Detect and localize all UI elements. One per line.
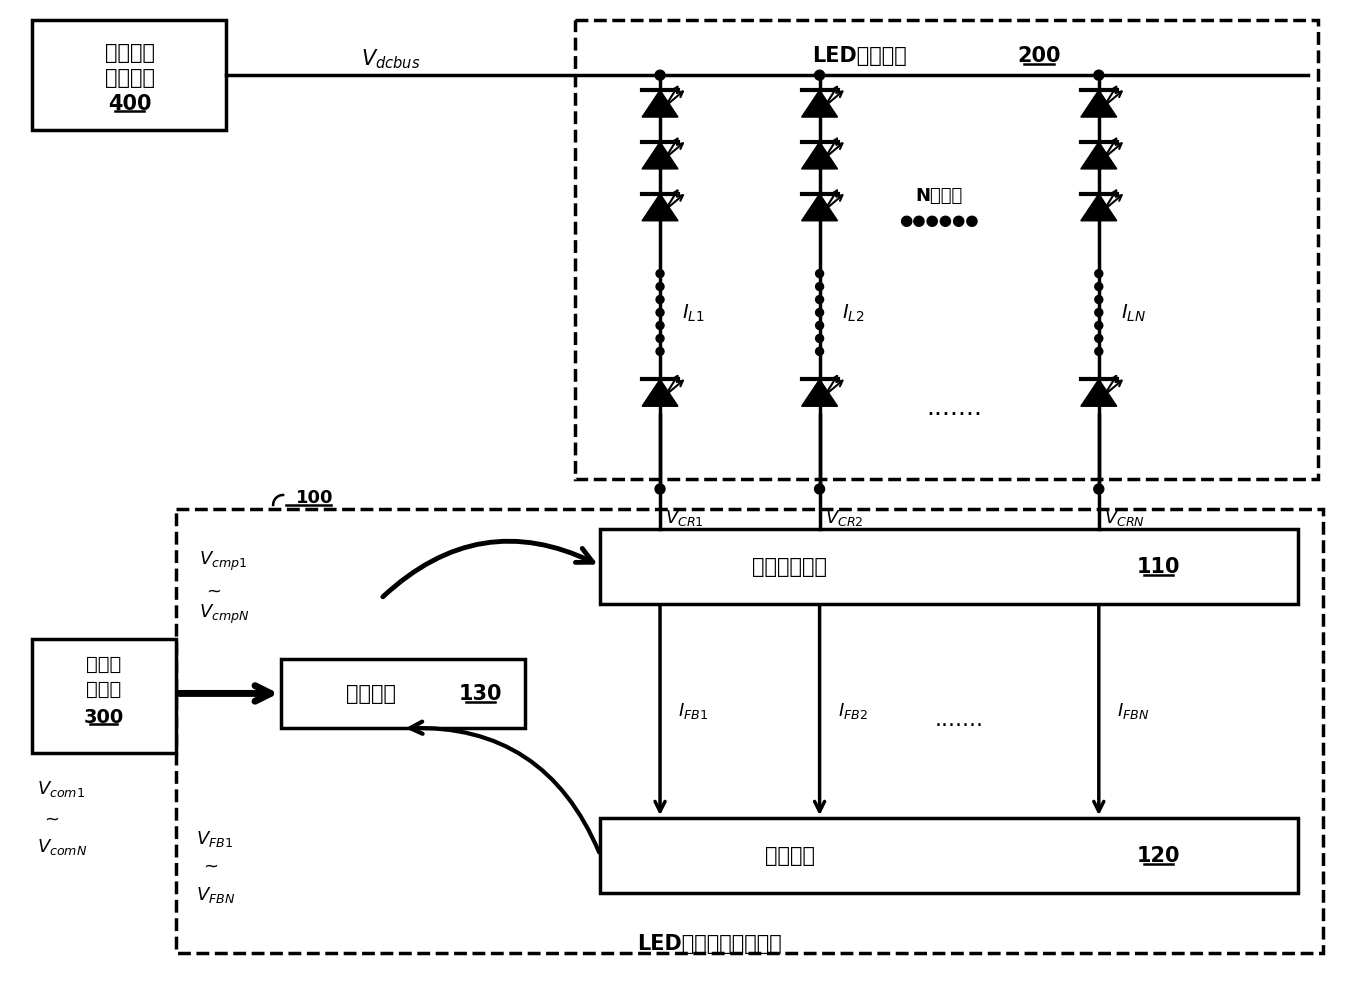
Text: $V_{cmp1}$: $V_{cmp1}$	[200, 549, 248, 573]
Text: N个通道: N个通道	[916, 186, 963, 205]
Polygon shape	[1081, 380, 1117, 407]
Circle shape	[815, 71, 824, 81]
Text: $I_{FBN}$: $I_{FBN}$	[1117, 701, 1149, 721]
Bar	[600, 818, 1298, 893]
Polygon shape	[1081, 91, 1117, 118]
Circle shape	[816, 296, 824, 305]
Bar	[575, 22, 1318, 479]
Text: LED阵列模块: LED阵列模块	[812, 46, 907, 66]
Polygon shape	[642, 143, 679, 170]
Circle shape	[816, 310, 824, 317]
Circle shape	[1095, 348, 1102, 356]
Text: ·······: ·······	[935, 716, 983, 736]
Polygon shape	[642, 380, 679, 407]
Text: 补偿单元: 补偿单元	[345, 683, 395, 704]
Bar	[600, 529, 1298, 604]
Text: 时序控: 时序控	[86, 655, 121, 673]
Polygon shape	[1081, 194, 1117, 222]
Text: ~: ~	[204, 857, 219, 875]
Text: $I_{FB1}$: $I_{FB1}$	[679, 701, 708, 721]
Text: 120: 120	[1137, 845, 1180, 865]
Text: $I_{L1}$: $I_{L1}$	[683, 303, 704, 323]
Circle shape	[656, 322, 664, 330]
Circle shape	[816, 283, 824, 291]
Circle shape	[656, 348, 664, 356]
Circle shape	[816, 348, 824, 356]
Circle shape	[1095, 310, 1102, 317]
Text: ~: ~	[206, 582, 221, 600]
Circle shape	[656, 484, 665, 495]
Text: 回授单元: 回授单元	[765, 845, 815, 865]
Circle shape	[1095, 296, 1102, 305]
Text: $V_{CR1}$: $V_{CR1}$	[665, 508, 704, 528]
Circle shape	[1094, 71, 1103, 81]
Polygon shape	[801, 380, 838, 407]
Circle shape	[1094, 484, 1103, 495]
Text: 400: 400	[108, 94, 151, 114]
Circle shape	[656, 296, 664, 305]
Circle shape	[1095, 322, 1102, 330]
Text: 130: 130	[459, 683, 502, 704]
Circle shape	[656, 310, 664, 317]
Text: ~: ~	[43, 810, 59, 827]
Circle shape	[656, 335, 664, 343]
Text: ·······: ·······	[927, 403, 982, 427]
Circle shape	[1095, 335, 1102, 343]
Text: $V_{FBN}$: $V_{FBN}$	[197, 884, 236, 904]
Text: $V_{com1}$: $V_{com1}$	[36, 778, 85, 799]
Polygon shape	[642, 91, 679, 118]
Polygon shape	[642, 194, 679, 222]
Bar	[32, 22, 227, 131]
Bar	[177, 510, 1323, 952]
Text: 电流调节单元: 电流调节单元	[753, 556, 827, 576]
Circle shape	[1095, 270, 1102, 278]
Text: $V_{CRN}$: $V_{CRN}$	[1103, 508, 1145, 528]
Text: 供应模块: 供应模块	[104, 68, 155, 88]
Circle shape	[656, 71, 665, 81]
Circle shape	[816, 322, 824, 330]
Circle shape	[656, 270, 664, 278]
Text: LED有源电流调节模块: LED有源电流调节模块	[638, 933, 782, 952]
Text: $V_{FB1}$: $V_{FB1}$	[197, 828, 233, 848]
Circle shape	[1095, 283, 1102, 291]
Text: $I_{FB2}$: $I_{FB2}$	[838, 701, 867, 721]
Polygon shape	[1081, 143, 1117, 170]
Polygon shape	[801, 143, 838, 170]
Text: 制模块: 制模块	[86, 679, 121, 698]
Text: $I_{L2}$: $I_{L2}$	[842, 303, 865, 323]
Circle shape	[816, 335, 824, 343]
Text: 300: 300	[84, 707, 124, 726]
Text: 110: 110	[1137, 556, 1180, 576]
Polygon shape	[801, 194, 838, 222]
Text: $V_{cmpN}$: $V_{cmpN}$	[200, 602, 250, 626]
Circle shape	[815, 484, 824, 495]
Text: $V_{CR2}$: $V_{CR2}$	[824, 508, 863, 528]
Text: ●●●●●●: ●●●●●●	[900, 213, 979, 228]
Circle shape	[816, 270, 824, 278]
Bar	[281, 659, 525, 729]
Bar	[32, 639, 177, 753]
Text: $V_{dcbus}$: $V_{dcbus}$	[362, 47, 421, 71]
Text: 100: 100	[295, 488, 333, 507]
Text: $V_{comN}$: $V_{comN}$	[36, 836, 88, 856]
Text: 直流电源: 直流电源	[104, 43, 155, 63]
Circle shape	[656, 283, 664, 291]
Polygon shape	[801, 91, 838, 118]
Text: 200: 200	[1017, 46, 1060, 66]
Text: $I_{LN}$: $I_{LN}$	[1121, 303, 1145, 323]
